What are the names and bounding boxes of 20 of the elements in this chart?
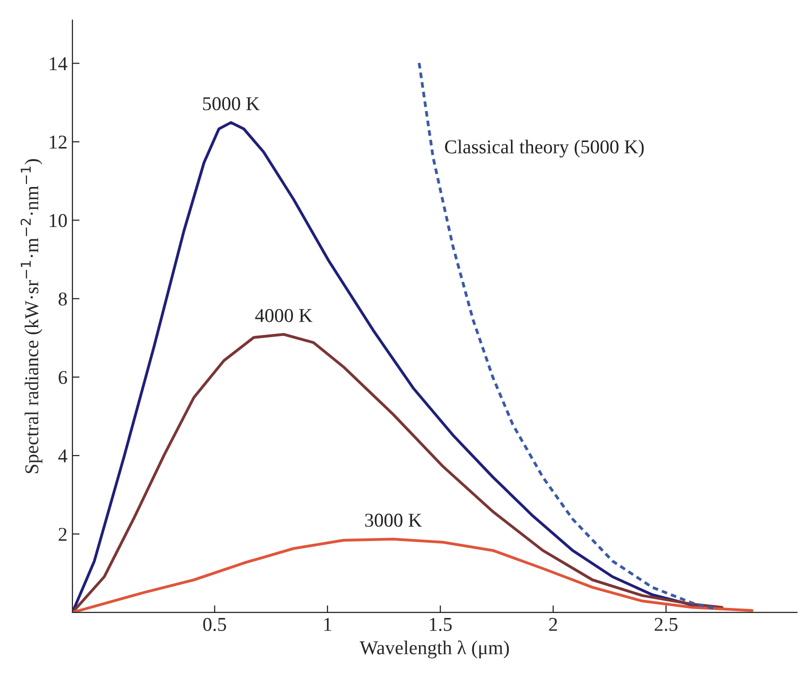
line-series (72, 332, 724, 612)
y-tick-label: 6 (58, 370, 68, 384)
x-tick-label: 1.5 (430, 618, 452, 632)
y-tick-label: 14 (50, 57, 68, 70)
y-axis-title: Spectral radiance (kW·sr$^{−1}$·m$^{−2}$·nm$^{−1}$) (20, 159, 42, 474)
series-label: 4000 K (255, 308, 312, 322)
x-tick-label: 2.5 (654, 618, 678, 632)
series-label: Classical theory (5000 K) (445, 140, 644, 158)
x-axis-title: Wavelength λ (μm) (360, 640, 509, 658)
y-tick-label: 12 (50, 136, 67, 149)
y-tick-label: 8 (58, 292, 67, 306)
x-tick-label: 2 (549, 618, 557, 631)
x-tick-label: 1 (324, 618, 332, 631)
y-tick-label: 2 (58, 528, 67, 541)
x-tick-label: 0.5 (203, 618, 226, 632)
y-tick-label: 4 (58, 449, 68, 462)
line-series (72, 538, 754, 612)
series-label: 3000 K (365, 514, 422, 527)
y-tick-label: 10 (50, 214, 67, 228)
series-label: 5000 K (203, 97, 260, 110)
